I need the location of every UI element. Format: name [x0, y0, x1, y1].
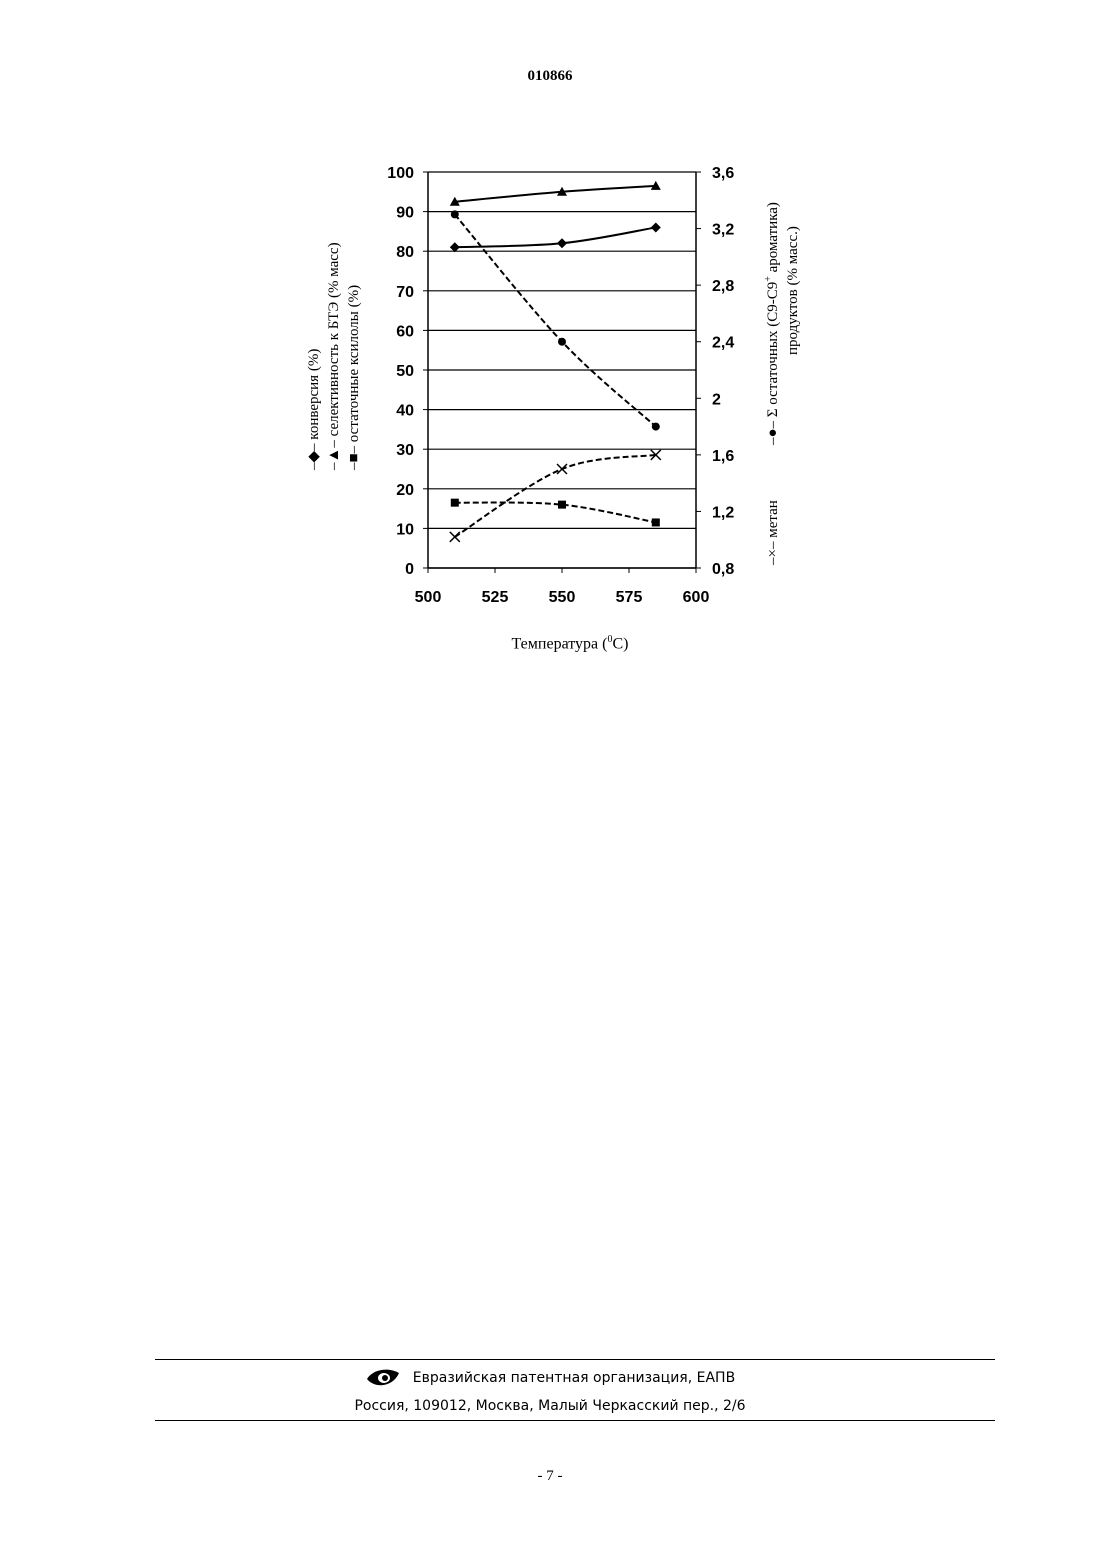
right-tick-label-0,8: 0,8 [712, 561, 734, 578]
right-tick-label-1,6: 1,6 [712, 448, 734, 465]
series-3-point-2 [652, 423, 660, 431]
series-3-point-1 [558, 338, 566, 346]
x-tick-label-525: 525 [482, 589, 509, 606]
left-tick-label-90: 90 [396, 205, 414, 222]
left-legend-marker-1: –▲– [326, 436, 342, 471]
left-legend-item-0: –◆– конверсия (%) [306, 349, 322, 471]
right-legend-text-0b: ароматика) [765, 202, 781, 276]
tick-labels: 0 10 20 30 40 50 60 70 80 90 100 0,8 1,2 1,6 2 2,4 2,8 3,… [387, 165, 734, 606]
right-legend-item-0-line2: продуктов (% масс.) [785, 226, 801, 355]
left-tick-label-10: 10 [396, 521, 414, 538]
right-legend-marker-1: –×– [765, 538, 781, 566]
footer-divider-bottom [155, 1420, 995, 1421]
x-tick-label-500: 500 [415, 589, 442, 606]
x-axis-label: Температура (0C) [420, 634, 720, 653]
series-2-point-0 [451, 499, 459, 507]
left-tick-label-20: 20 [396, 482, 414, 499]
series-0-point-2 [651, 222, 661, 232]
series-line-0 [455, 227, 656, 247]
x-axis-label-end: C) [612, 635, 628, 652]
right-legend-item-1: –×– метан [765, 500, 781, 566]
x-tick-label-575: 575 [616, 589, 643, 606]
right-tick-label-1,2: 1,2 [712, 504, 734, 521]
series-2-point-1 [558, 501, 566, 509]
x-axis-label-main: Температура ( [512, 635, 608, 652]
right-tick-label-3,2: 3,2 [712, 222, 734, 239]
left-legend-text-0: конверсия (%) [306, 349, 322, 440]
right-legend-text-0a: Σ остаточных (С9-С9 [765, 282, 781, 417]
series-2-point-2 [652, 518, 660, 526]
left-legend-marker-2: –■– [346, 442, 362, 471]
right-legend-item-0: –●– Σ остаточных (С9-С9+ ароматика) [763, 202, 781, 446]
right-tick-label-2,4: 2,4 [712, 335, 734, 352]
series-lines [455, 186, 656, 537]
series-4-point-0 [450, 532, 460, 542]
series-3-point-0 [451, 210, 459, 218]
left-tick-label-80: 80 [396, 244, 414, 261]
left-tick-label-50: 50 [396, 363, 414, 380]
right-legend: –●– Σ остаточных (С9-С9+ ароматика)проду… [763, 202, 801, 566]
right-tick-label-2: 2 [712, 391, 721, 408]
left-tick-label-60: 60 [396, 323, 414, 340]
x-tick-label-600: 600 [683, 589, 710, 606]
right-legend-marker-0: –●– [765, 417, 781, 446]
series-line-4 [455, 455, 656, 537]
series-4-point-1 [557, 464, 567, 474]
left-tick-label-0: 0 [405, 561, 414, 578]
x-tick-label-550: 550 [549, 589, 576, 606]
footer-address: Россия, 109012, Москва, Малый Черкасский… [0, 1398, 1100, 1414]
eapo-logo-icon [365, 1367, 401, 1389]
series-0-point-1 [557, 238, 567, 248]
left-tick-label-100: 100 [387, 165, 414, 182]
left-tick-label-70: 70 [396, 284, 414, 301]
footer-org: Евразийская патентная организация, ЕАПВ [0, 1367, 1100, 1389]
left-tick-label-30: 30 [396, 442, 414, 459]
left-tick-label-40: 40 [396, 403, 414, 420]
right-legend-text-1: метан [765, 500, 781, 538]
left-legend-item-2: –■– остаточные ксилолы (%) [346, 285, 362, 471]
right-tick-label-2,8: 2,8 [712, 278, 734, 295]
series-markers [450, 181, 661, 542]
left-legend-text-2: остаточные ксилолы (%) [346, 285, 362, 442]
left-legend-item-1: –▲– селективность к БТЭ (% масс) [326, 242, 342, 471]
series-line-2 [455, 503, 656, 523]
right-tick-label-3,6: 3,6 [712, 165, 734, 182]
left-legend-marker-0: –◆– [306, 440, 322, 471]
footer-org-text: Евразийская патентная организация, ЕАПВ [413, 1370, 735, 1386]
page-number: - 7 - [0, 1468, 1100, 1485]
left-legend: –◆– конверсия (%)–▲– селективность к БТЭ… [306, 242, 362, 471]
left-legend-text-1: селективность к БТЭ (% масс) [326, 242, 342, 436]
series-line-1 [455, 186, 656, 202]
line-chart: 0 10 20 30 40 50 60 70 80 90 100 0,8 1,2 1,6 2 2,4 2,8 3,… [0, 0, 1100, 700]
footer-divider-top [155, 1359, 995, 1360]
